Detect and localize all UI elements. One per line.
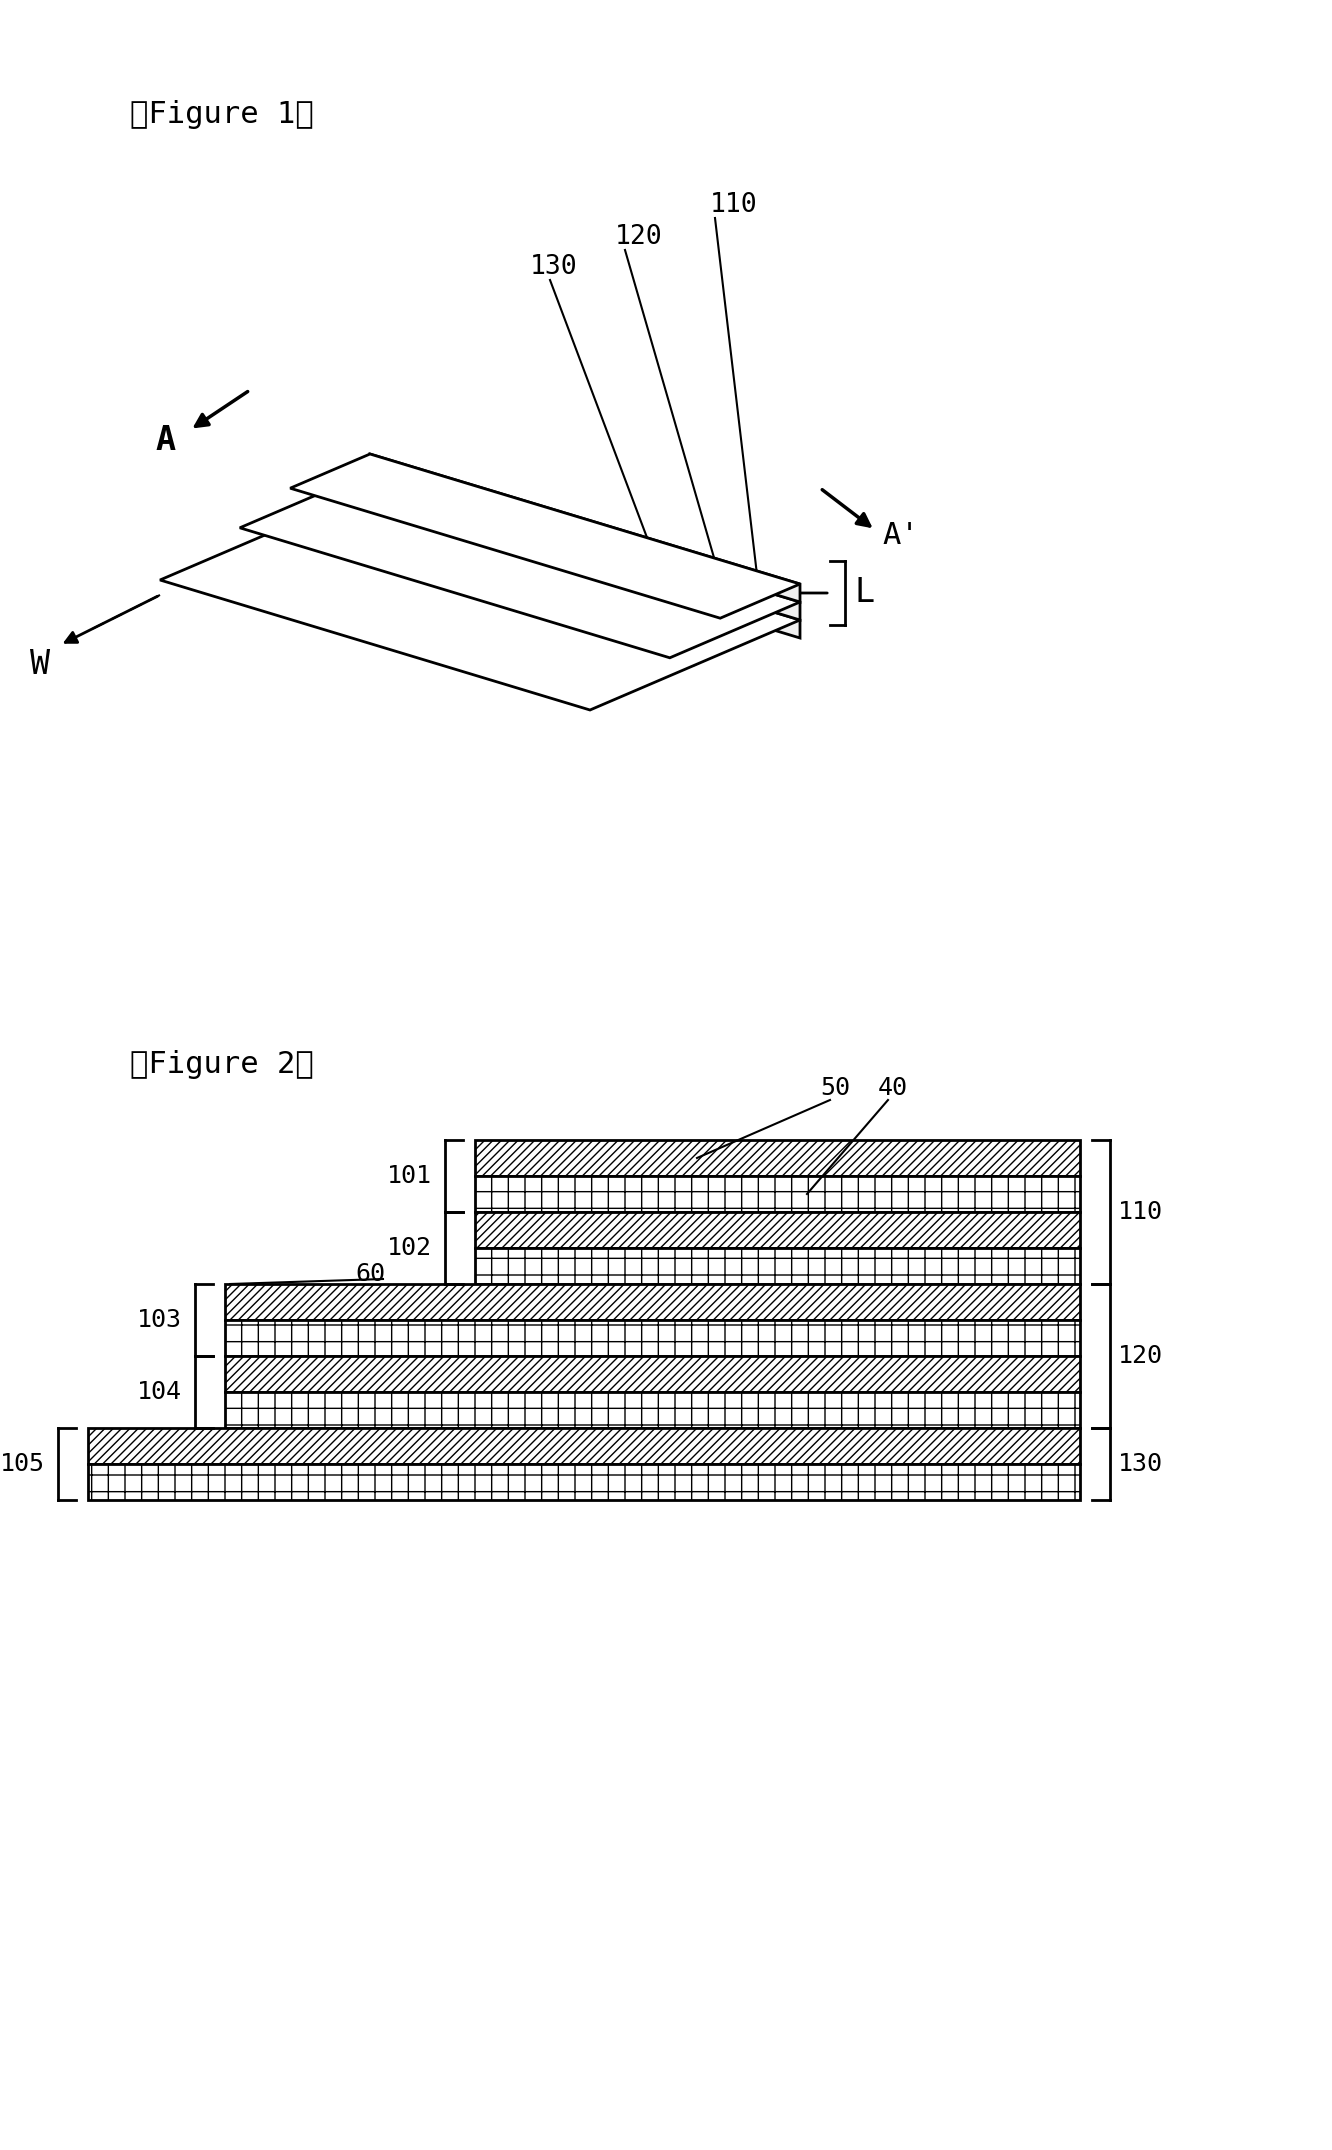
Polygon shape: [225, 1391, 1080, 1428]
Polygon shape: [88, 1464, 1080, 1501]
Text: A: A: [155, 424, 174, 456]
Polygon shape: [370, 490, 801, 639]
Text: 101: 101: [388, 1163, 432, 1189]
Polygon shape: [290, 454, 801, 619]
Text: W: W: [31, 649, 51, 682]
Text: 130: 130: [530, 254, 578, 280]
Text: 50: 50: [821, 1075, 850, 1101]
Text: 』Figure 2』: 』Figure 2』: [131, 1049, 314, 1079]
Text: 103: 103: [137, 1307, 182, 1333]
Polygon shape: [225, 1284, 1080, 1320]
Text: 102: 102: [388, 1236, 432, 1260]
Polygon shape: [225, 1320, 1080, 1357]
Polygon shape: [476, 1140, 1080, 1176]
Polygon shape: [240, 473, 801, 658]
Polygon shape: [160, 490, 801, 710]
Text: 40: 40: [878, 1075, 908, 1101]
Polygon shape: [476, 1213, 1080, 1247]
Text: 120: 120: [615, 224, 662, 249]
Polygon shape: [476, 1247, 1080, 1284]
Text: 130: 130: [1118, 1451, 1163, 1477]
Text: L: L: [855, 576, 875, 608]
Polygon shape: [370, 454, 801, 602]
Text: 60: 60: [356, 1262, 385, 1286]
Text: A': A': [882, 520, 919, 550]
Text: 』Figure 1』: 』Figure 1』: [131, 101, 314, 129]
Polygon shape: [225, 1357, 1080, 1391]
Text: 120: 120: [1118, 1344, 1163, 1367]
Polygon shape: [370, 473, 801, 619]
Text: 105: 105: [0, 1451, 45, 1477]
Text: 110: 110: [1118, 1200, 1163, 1223]
Text: 110: 110: [710, 191, 758, 217]
Polygon shape: [88, 1428, 1080, 1464]
Polygon shape: [476, 1176, 1080, 1213]
Text: 104: 104: [137, 1380, 182, 1404]
